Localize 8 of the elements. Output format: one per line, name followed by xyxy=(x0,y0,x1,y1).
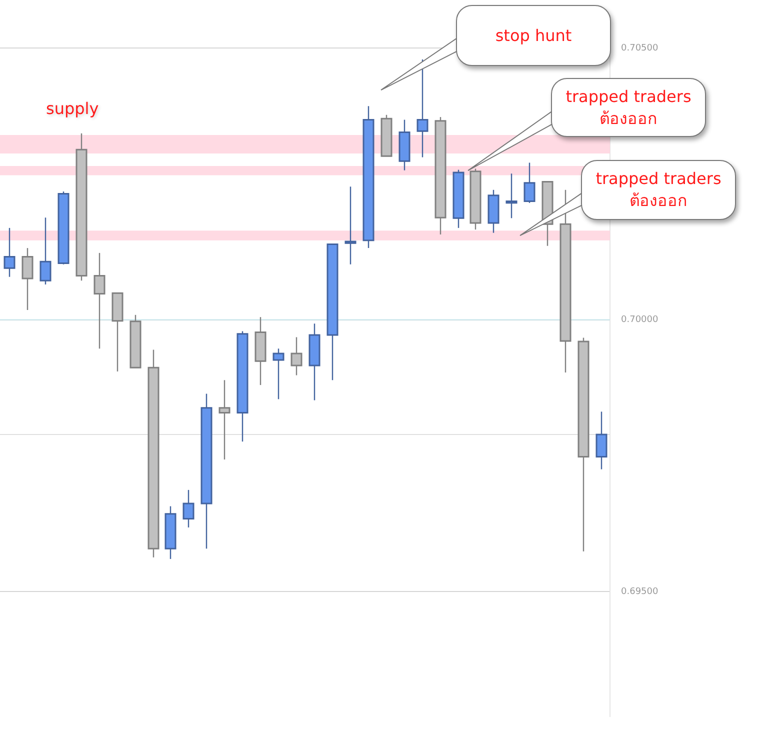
band-label: supply xyxy=(46,98,99,118)
speech-bubble: stop hunt xyxy=(381,5,609,90)
annotation: stop hunt xyxy=(456,5,611,66)
y-tick-label: 0.69500 xyxy=(621,586,658,597)
band-label: trapped traders ต้องออก xyxy=(551,78,706,137)
y-tick-label: 0.70000 xyxy=(621,315,658,326)
y-tick-label: 0.70500 xyxy=(621,43,658,54)
band-label: trapped traders ต้องออก xyxy=(581,160,736,220)
